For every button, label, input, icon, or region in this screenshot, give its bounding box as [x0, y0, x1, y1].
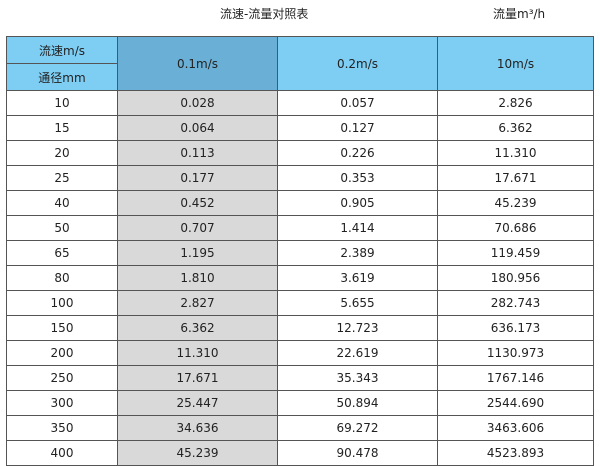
velocity-flow-table: 流速m/s 0.1m/s 0.2m/s 10m/s 通径mm 10 0.028 0.… [6, 36, 594, 466]
column-header: 0.1m/s [117, 36, 278, 91]
flow-cell: 22.619 [277, 340, 438, 366]
diameter-cell: 300 [6, 390, 118, 416]
diameter-cell: 65 [6, 240, 118, 266]
table-row: 400 45.239 90.478 4523.893 [6, 440, 594, 466]
flow-cell: 3.619 [277, 265, 438, 291]
diameter-cell: 150 [6, 315, 118, 341]
flow-cell: 2544.690 [437, 390, 594, 416]
flow-cell: 2.826 [437, 90, 594, 116]
diameter-cell: 200 [6, 340, 118, 366]
flow-cell: 3463.606 [437, 415, 594, 441]
table-title: 流速-流量对照表 [220, 7, 309, 21]
column-header: 0.2m/s [277, 36, 438, 91]
table-row: 80 1.810 3.619 180.956 [6, 265, 594, 291]
flow-cell: 5.655 [277, 290, 438, 316]
table-row: 100 2.827 5.655 282.743 [6, 290, 594, 316]
table-row: 10 0.028 0.057 2.826 [6, 90, 594, 116]
diameter-cell: 15 [6, 115, 118, 141]
flow-cell: 11.310 [117, 340, 278, 366]
diameter-cell: 40 [6, 190, 118, 216]
velocity-header: 流速m/s [6, 36, 118, 64]
table-row: 50 0.707 1.414 70.686 [6, 215, 594, 241]
flow-cell: 0.028 [117, 90, 278, 116]
flow-cell: 6.362 [117, 315, 278, 341]
diameter-header: 通径mm [6, 63, 118, 91]
flow-cell: 0.452 [117, 190, 278, 216]
header-row: 流速m/s 0.1m/s 0.2m/s 10m/s [6, 36, 594, 91]
diameter-cell: 10 [6, 90, 118, 116]
flow-cell: 180.956 [437, 265, 594, 291]
flow-cell: 282.743 [437, 290, 594, 316]
flow-cell: 25.447 [117, 390, 278, 416]
flow-cell: 1.414 [277, 215, 438, 241]
flow-cell: 12.723 [277, 315, 438, 341]
diameter-cell: 250 [6, 365, 118, 391]
flow-cell: 34.636 [117, 415, 278, 441]
flow-cell: 4523.893 [437, 440, 594, 466]
flow-cell: 0.177 [117, 165, 278, 191]
flow-cell: 0.226 [277, 140, 438, 166]
diameter-cell: 400 [6, 440, 118, 466]
flow-cell: 11.310 [437, 140, 594, 166]
flow-cell: 2.827 [117, 290, 278, 316]
table-row: 150 6.362 12.723 636.173 [6, 315, 594, 341]
flow-cell: 17.671 [437, 165, 594, 191]
flow-cell: 50.894 [277, 390, 438, 416]
table-row: 25 0.177 0.353 17.671 [6, 165, 594, 191]
flow-cell: 45.239 [117, 440, 278, 466]
table-row: 40 0.452 0.905 45.239 [6, 190, 594, 216]
flow-cell: 0.353 [277, 165, 438, 191]
flow-cell: 0.905 [277, 190, 438, 216]
table-row: 65 1.195 2.389 119.459 [6, 240, 594, 266]
flow-cell: 1767.146 [437, 365, 594, 391]
flow-cell: 636.173 [437, 315, 594, 341]
diameter-cell: 25 [6, 165, 118, 191]
flow-cell: 90.478 [277, 440, 438, 466]
flow-cell: 35.343 [277, 365, 438, 391]
flow-cell: 1130.973 [437, 340, 594, 366]
flow-cell: 1.810 [117, 265, 278, 291]
diameter-cell: 100 [6, 290, 118, 316]
table-row: 300 25.447 50.894 2544.690 [6, 390, 594, 416]
flow-cell: 6.362 [437, 115, 594, 141]
flow-cell: 1.195 [117, 240, 278, 266]
flow-cell: 0.707 [117, 215, 278, 241]
table-row: 15 0.064 0.127 6.362 [6, 115, 594, 141]
table-row: 250 17.671 35.343 1767.146 [6, 365, 594, 391]
flow-cell: 69.272 [277, 415, 438, 441]
flow-cell: 70.686 [437, 215, 594, 241]
flow-cell: 0.113 [117, 140, 278, 166]
column-header: 10m/s [437, 36, 594, 91]
diameter-cell: 50 [6, 215, 118, 241]
diameter-cell: 350 [6, 415, 118, 441]
flow-cell: 0.064 [117, 115, 278, 141]
flow-cell: 0.057 [277, 90, 438, 116]
table-row: 350 34.636 69.272 3463.606 [6, 415, 594, 441]
flow-cell: 17.671 [117, 365, 278, 391]
flow-cell: 119.459 [437, 240, 594, 266]
flow-cell: 0.127 [277, 115, 438, 141]
table-row: 200 11.310 22.619 1130.973 [6, 340, 594, 366]
diameter-cell: 80 [6, 265, 118, 291]
table-row: 20 0.113 0.226 11.310 [6, 140, 594, 166]
flow-cell: 2.389 [277, 240, 438, 266]
header-row: 通径mm [6, 63, 594, 91]
flow-cell: 45.239 [437, 190, 594, 216]
flow-unit-label: 流量m³/h [493, 7, 546, 21]
diameter-cell: 20 [6, 140, 118, 166]
